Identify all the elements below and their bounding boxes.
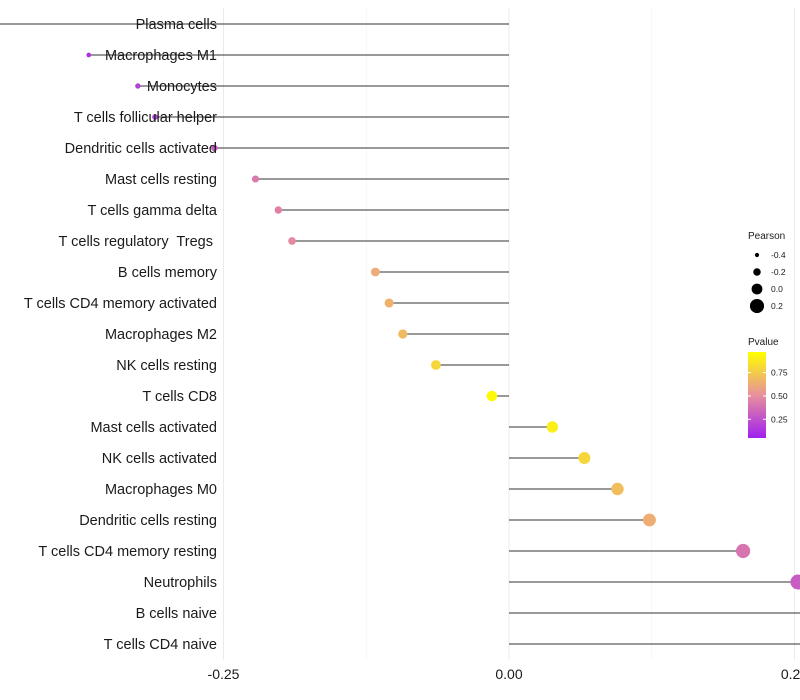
points xyxy=(86,52,800,590)
size-legend-label: 0.0 xyxy=(771,284,783,294)
lollipop-point xyxy=(486,390,498,402)
color-legend-label: 0.25 xyxy=(771,414,788,424)
category-label: Macrophages M0 xyxy=(105,482,217,498)
lollipop-point xyxy=(152,114,158,120)
color-legend: Pvalue 0.75 0.50 0.25 xyxy=(748,337,788,438)
category-label: B cells naive xyxy=(136,606,217,622)
lollipop-point xyxy=(578,452,591,464)
lollipop-point xyxy=(135,83,141,89)
lollipop-point xyxy=(251,175,260,183)
category-label: Macrophages M2 xyxy=(105,327,217,343)
x-tick-label: 0.00 xyxy=(495,666,522,682)
x-axis-ticks: -0.50-0.250.000.25 xyxy=(208,666,800,682)
category-label: Plasma cells xyxy=(136,17,217,33)
category-label: T cells CD4 naive xyxy=(104,637,217,653)
size-legend-dot xyxy=(754,252,760,258)
size-legend-label: -0.4 xyxy=(771,250,786,260)
lollipop-point xyxy=(643,513,656,527)
lollipop-point xyxy=(384,298,394,308)
category-label: T cells CD4 memory resting xyxy=(38,544,217,560)
category-label: Mast cells resting xyxy=(105,172,217,188)
lollipop-point xyxy=(431,360,441,370)
category-label: NK cells activated xyxy=(102,451,217,467)
lollipop-point xyxy=(211,144,218,152)
color-legend-bar xyxy=(748,352,766,438)
x-tick-label: 0.25 xyxy=(781,666,800,682)
category-label: Neutrophils xyxy=(144,575,217,591)
size-legend-label: 0.2 xyxy=(771,301,783,311)
category-label: T cells follicular helper xyxy=(74,110,217,126)
category-label: B cells memory xyxy=(118,265,218,281)
lollipop-point xyxy=(790,574,800,590)
size-legend-dot xyxy=(753,268,761,276)
category-label: Monocytes xyxy=(147,79,217,95)
size-legend-label: -0.2 xyxy=(771,267,786,277)
lollipop-point xyxy=(736,543,751,559)
category-label: NK cells resting xyxy=(116,358,217,374)
category-label: Dendritic cells resting xyxy=(79,513,217,529)
category-label: T cells CD8 xyxy=(142,389,217,405)
lollipop-point xyxy=(546,421,559,433)
category-label: Mast cells activated xyxy=(90,420,217,436)
x-tick-label: -0.25 xyxy=(208,666,240,682)
category-labels: Plasma cells Macrophages M1 Monocytes T cel… xyxy=(24,17,218,653)
category-label: Dendritic cells activated xyxy=(65,141,217,157)
category-label: Macrophages M1 xyxy=(105,48,217,64)
category-label: T cells regulatory Tregs xyxy=(59,234,218,250)
size-legend-title: Pearson xyxy=(748,231,785,242)
lollipop-point xyxy=(86,52,92,58)
color-legend-label: 0.50 xyxy=(771,391,788,401)
lollipop-point xyxy=(274,206,283,214)
size-legend-dot xyxy=(751,283,763,295)
lollipop-point xyxy=(288,237,296,245)
lollipop-point xyxy=(370,267,380,277)
size-legend-dot xyxy=(749,298,765,314)
color-legend-title: Pvalue xyxy=(748,337,779,348)
size-legend: Pearson -0.4 -0.2 0.0 0.2 xyxy=(748,231,786,314)
category-label: T cells gamma delta xyxy=(88,203,218,219)
lollipop-point xyxy=(611,482,624,496)
category-label: T cells CD4 memory activated xyxy=(24,296,217,312)
color-legend-label: 0.75 xyxy=(771,368,788,378)
lollipop-point xyxy=(398,329,408,339)
stems xyxy=(0,23,800,645)
